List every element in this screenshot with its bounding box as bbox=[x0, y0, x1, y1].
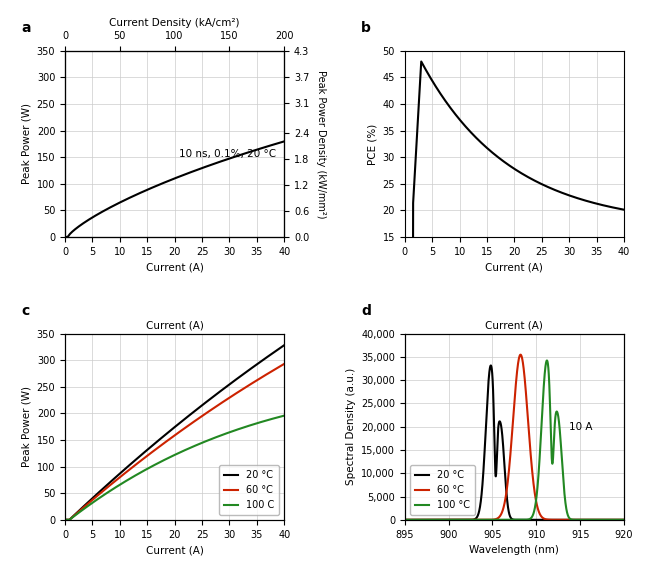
20 °C bbox=[280, 342, 288, 349]
Line: 100 C: 100 C bbox=[65, 416, 284, 520]
60 °C bbox=[502, 494, 510, 501]
100 C bbox=[236, 425, 244, 432]
X-axis label: Current (A): Current (A) bbox=[486, 320, 543, 330]
60 °C bbox=[212, 403, 220, 410]
X-axis label: Current (A): Current (A) bbox=[146, 262, 203, 272]
100 C bbox=[280, 412, 288, 419]
60 °C bbox=[614, 516, 621, 523]
Y-axis label: Peak Power (W): Peak Power (W) bbox=[21, 103, 31, 184]
Y-axis label: Peak Power (W): Peak Power (W) bbox=[21, 386, 31, 467]
20 °C bbox=[150, 441, 157, 448]
100 C bbox=[61, 516, 69, 523]
100 °C bbox=[573, 516, 581, 523]
60 °C bbox=[620, 516, 628, 523]
Y-axis label: Spectral Density (a.u.): Spectral Density (a.u.) bbox=[346, 368, 356, 485]
20 °C bbox=[620, 516, 628, 523]
20 °C bbox=[614, 516, 621, 523]
20 °C bbox=[573, 516, 581, 523]
Line: 20 °C: 20 °C bbox=[405, 366, 624, 520]
60 °C bbox=[150, 447, 157, 454]
Legend: 20 °C, 60 °C, 100 °C: 20 °C, 60 °C, 100 °C bbox=[410, 466, 474, 515]
20 °C bbox=[232, 376, 240, 383]
60 °C bbox=[614, 516, 621, 523]
20 °C bbox=[236, 373, 244, 380]
60 °C bbox=[508, 438, 515, 445]
60 °C bbox=[412, 516, 420, 523]
Text: b: b bbox=[361, 21, 370, 35]
X-axis label: Current (A): Current (A) bbox=[146, 545, 203, 555]
20 °C bbox=[158, 434, 166, 441]
100 C bbox=[83, 503, 91, 510]
Text: a: a bbox=[21, 21, 31, 35]
20 °C bbox=[614, 516, 621, 523]
20 °C bbox=[61, 516, 69, 523]
100 °C bbox=[502, 516, 510, 523]
Text: 10 A: 10 A bbox=[569, 423, 593, 432]
20 °C bbox=[212, 392, 220, 398]
60 °C bbox=[517, 351, 525, 358]
60 °C bbox=[83, 501, 91, 507]
60 °C bbox=[401, 516, 409, 523]
Text: c: c bbox=[21, 304, 29, 318]
X-axis label: Current (A): Current (A) bbox=[486, 262, 543, 272]
Text: 10 ns, 0.1%, 20 °C: 10 ns, 0.1%, 20 °C bbox=[179, 149, 276, 159]
60 °C bbox=[280, 360, 288, 367]
20 °C bbox=[412, 516, 420, 523]
20 °C bbox=[401, 516, 409, 523]
100 C bbox=[158, 458, 166, 465]
Line: 20 °C: 20 °C bbox=[65, 345, 284, 520]
X-axis label: Wavelength (nm): Wavelength (nm) bbox=[469, 545, 560, 555]
60 °C bbox=[158, 442, 166, 449]
100 C bbox=[232, 427, 240, 433]
X-axis label: Current (A): Current (A) bbox=[146, 320, 203, 330]
100 °C bbox=[614, 516, 621, 523]
100 °C bbox=[412, 516, 420, 523]
20 °C bbox=[83, 499, 91, 506]
60 °C bbox=[236, 388, 244, 394]
X-axis label: Current Density (kA/cm²): Current Density (kA/cm²) bbox=[109, 18, 240, 28]
60 °C bbox=[232, 390, 240, 397]
60 °C bbox=[573, 516, 581, 523]
100 °C bbox=[614, 516, 621, 523]
100 °C bbox=[401, 516, 409, 523]
Y-axis label: Peak Power Density (kW/mm²): Peak Power Density (kW/mm²) bbox=[316, 69, 326, 218]
Legend: 20 °C, 60 °C, 100 C: 20 °C, 60 °C, 100 C bbox=[219, 466, 280, 515]
100 °C bbox=[508, 516, 515, 523]
Line: 100 °C: 100 °C bbox=[405, 360, 624, 520]
20 °C bbox=[508, 515, 515, 522]
Line: 60 °C: 60 °C bbox=[405, 355, 624, 520]
100 C bbox=[212, 434, 220, 441]
60 °C bbox=[61, 516, 69, 523]
100 C bbox=[150, 462, 157, 469]
Y-axis label: PCE (%): PCE (%) bbox=[367, 123, 377, 164]
20 °C bbox=[487, 362, 495, 369]
Text: d: d bbox=[361, 304, 370, 318]
100 °C bbox=[543, 357, 551, 364]
20 °C bbox=[502, 480, 510, 486]
100 °C bbox=[620, 516, 628, 523]
Line: 60 °C: 60 °C bbox=[65, 364, 284, 520]
